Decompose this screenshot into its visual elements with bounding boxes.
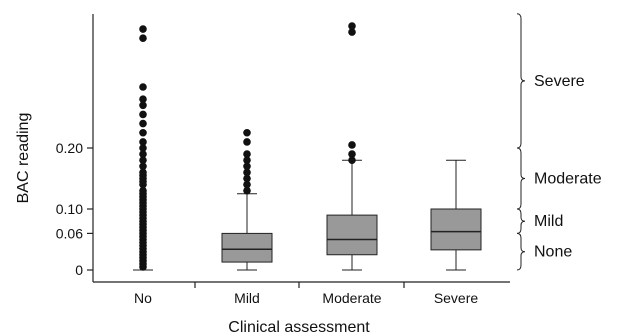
outlier-point [139,111,147,119]
outlier-point [139,95,147,103]
bracket-label-severe: Severe [534,73,585,90]
outlier-point [348,150,356,158]
outlier-point [348,141,356,149]
x-axis-label: Clinical assessment [228,319,370,335]
y-tick-label: 0.10 [56,201,83,217]
x-tick-label: Moderate [322,290,381,306]
x-tick-label: No [134,290,152,306]
iqr-box [431,209,481,250]
x-tick-label: Mild [234,290,260,306]
bracket-none [517,233,525,270]
outlier-point [139,25,147,33]
box-no [133,25,153,271]
x-tick-label: Severe [434,290,479,306]
box-moderate [327,22,377,270]
bracket-mild [517,209,525,233]
outlier-point [243,138,251,146]
bracket-label-mild: Mild [534,213,563,230]
box-mild [222,129,272,270]
bracket-moderate [517,148,525,209]
boxes-group [133,22,481,271]
y-axis: 0 0.06 0.10 0.20 [56,140,93,278]
outlier-point [139,34,147,42]
iqr-box [327,215,377,255]
bracket-severe [517,14,525,148]
outlier-point [243,129,251,137]
y-axis-label: BAC reading [15,113,32,204]
outlier-point [139,120,147,128]
outlier-point [243,150,251,158]
x-axis: No Mild Moderate Severe [134,282,478,306]
y-tick-label: 0 [75,262,83,278]
severity-brackets: Severe Moderate Mild None [517,14,602,270]
outlier-point [139,129,147,137]
bracket-label-none: None [534,244,572,261]
outlier-point [139,138,147,146]
iqr-box [222,233,272,262]
y-tick-label: 0.06 [56,225,83,241]
outlier-point [139,83,147,91]
outlier-point [348,22,356,30]
bracket-label-moderate: Moderate [534,171,602,188]
y-tick-label: 0.20 [56,140,83,156]
box-severe [431,160,481,270]
